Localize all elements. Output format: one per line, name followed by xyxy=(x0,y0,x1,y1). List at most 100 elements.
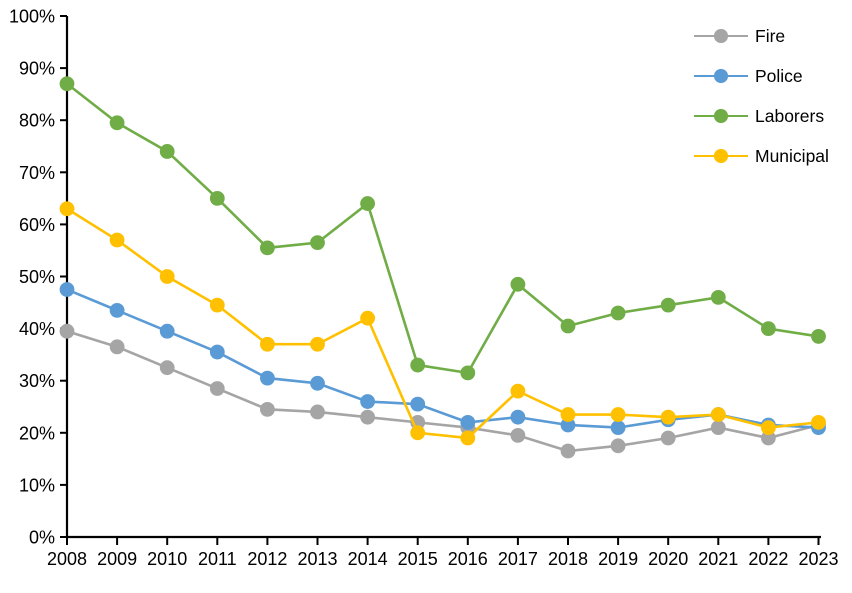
x-tick-label: 2023 xyxy=(798,549,838,569)
x-tick-label: 2015 xyxy=(398,549,438,569)
data-point xyxy=(761,321,776,336)
data-point xyxy=(710,420,726,435)
data-point xyxy=(811,329,826,344)
series-fire xyxy=(59,323,826,459)
y-tick-label: 30% xyxy=(19,371,55,391)
y-tick-label: 90% xyxy=(19,59,55,79)
data-point xyxy=(660,409,676,425)
x-tick-label: 2019 xyxy=(598,549,638,569)
data-point xyxy=(510,383,526,399)
data-point xyxy=(159,360,175,376)
data-point xyxy=(260,401,275,417)
legend-fire-marker-icon xyxy=(694,29,748,43)
data-point xyxy=(109,339,125,355)
data-point xyxy=(560,443,576,459)
x-tick-label: 2021 xyxy=(698,549,738,569)
data-point xyxy=(410,396,426,412)
data-point xyxy=(710,407,726,422)
data-point xyxy=(410,357,426,373)
legend-fire-dot-icon xyxy=(714,29,728,43)
data-point xyxy=(360,394,375,409)
series-laborers xyxy=(59,76,826,381)
data-point xyxy=(59,323,75,339)
data-point xyxy=(360,196,375,211)
data-point xyxy=(710,289,726,305)
legend-laborers-marker-icon xyxy=(694,109,748,123)
data-point xyxy=(209,190,225,206)
x-tick-label: 2009 xyxy=(97,549,137,569)
data-point xyxy=(360,409,375,425)
x-tick-label: 2018 xyxy=(548,549,588,569)
legend-label: Municipal xyxy=(755,145,829,166)
x-tick-label: 2016 xyxy=(448,549,488,569)
x-tick-label: 2020 xyxy=(648,549,688,569)
data-point xyxy=(260,336,275,352)
legend-police-marker-icon xyxy=(694,69,748,83)
data-point xyxy=(260,370,275,386)
data-point xyxy=(410,425,426,441)
x-tick-label: 2017 xyxy=(498,549,538,569)
x-tick-label: 2012 xyxy=(247,549,287,569)
data-point xyxy=(811,414,826,430)
series-line xyxy=(66,82,819,375)
data-point xyxy=(59,201,75,217)
y-tick-label: 0% xyxy=(29,528,55,548)
data-point xyxy=(59,282,75,297)
x-tick-label: 2013 xyxy=(297,549,337,569)
data-point xyxy=(310,235,325,251)
data-point xyxy=(610,438,626,454)
legend-item-fire: Fire xyxy=(694,16,829,56)
series-line xyxy=(66,288,819,429)
legend-police-dot-icon xyxy=(714,69,728,83)
legend-municipal-marker-icon xyxy=(694,149,748,163)
x-tick-label: 2011 xyxy=(198,549,237,569)
data-point xyxy=(761,430,776,446)
data-point xyxy=(209,381,225,396)
legend-item-municipal: Municipal xyxy=(694,136,829,176)
data-point xyxy=(360,310,375,326)
data-point xyxy=(510,276,526,292)
data-point xyxy=(460,414,476,430)
legend-label: Fire xyxy=(755,25,786,46)
data-point xyxy=(109,232,125,248)
y-tick-label: 60% xyxy=(19,215,55,235)
legend-laborers-dot-icon xyxy=(714,109,728,123)
y-tick-label: 80% xyxy=(19,111,55,131)
legend-label: Police xyxy=(755,65,803,86)
data-point xyxy=(610,420,626,435)
y-tick-label: 100% xyxy=(9,7,55,27)
data-point xyxy=(310,336,325,352)
legend-label: Laborers xyxy=(755,105,825,126)
data-point xyxy=(560,407,576,422)
data-point xyxy=(610,305,626,321)
data-point xyxy=(159,144,175,159)
data-point xyxy=(310,375,325,391)
data-point xyxy=(260,240,275,256)
data-point xyxy=(59,76,75,92)
data-point xyxy=(159,323,175,339)
data-point xyxy=(109,115,125,131)
data-point xyxy=(310,404,325,420)
y-tick-label: 40% xyxy=(19,319,55,339)
y-tick-label: 70% xyxy=(19,163,55,183)
legend-municipal-dot-icon xyxy=(714,149,728,163)
data-point xyxy=(159,269,175,284)
y-tick-label: 10% xyxy=(19,475,55,495)
series-municipal xyxy=(59,201,826,446)
series-police xyxy=(59,282,826,435)
data-point xyxy=(209,297,225,313)
legend-item-laborers: Laborers xyxy=(694,96,829,136)
data-point xyxy=(660,430,676,446)
data-point xyxy=(610,407,626,422)
data-point xyxy=(560,417,576,433)
data-point xyxy=(209,344,225,360)
y-tick-label: 20% xyxy=(19,423,55,443)
series-line xyxy=(66,329,819,453)
x-tick-label: 2008 xyxy=(47,549,87,569)
data-point xyxy=(560,318,576,334)
data-point xyxy=(660,297,676,313)
legend: Fire Police Laborers Municipal xyxy=(694,16,829,176)
data-point xyxy=(460,430,476,446)
